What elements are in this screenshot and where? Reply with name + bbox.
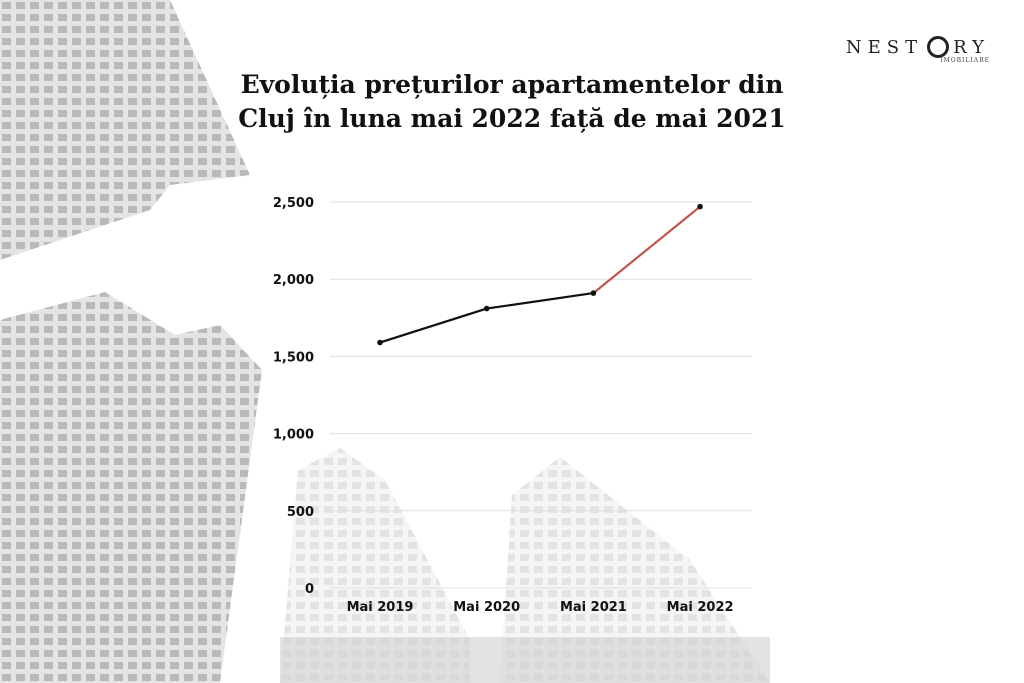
data-point <box>483 305 490 312</box>
x-axis-ticks: Mai 2019 Mai 2020 Mai 2021 Mai 2022 <box>347 600 734 615</box>
y-tick-label: 0 <box>305 582 314 597</box>
data-point <box>697 203 703 210</box>
line-segment <box>378 307 488 344</box>
x-tick-label: Mai 2019 <box>347 600 414 615</box>
building-bottom-center <box>280 448 470 683</box>
brand-subtitle: IMOBILIARE <box>940 57 990 64</box>
brand-logo: NEST RY <box>846 36 990 58</box>
series-points <box>377 203 703 346</box>
line-segment <box>485 291 595 310</box>
x-tick-label: Mai 2022 <box>667 600 734 615</box>
y-tick-label: 2,000 <box>273 273 314 288</box>
grid-lines <box>330 201 752 589</box>
chart-title: Evoluția prețurilor apartamentelor din C… <box>238 70 786 133</box>
y-tick-label: 500 <box>287 505 314 520</box>
building-top-left <box>0 0 250 260</box>
y-tick-label: 1,500 <box>273 350 314 365</box>
y-tick-label: 2,500 <box>273 196 314 211</box>
y-axis-ticks: 0 500 1,000 1,500 2,000 2,500 <box>273 196 314 597</box>
building-left <box>0 292 262 683</box>
data-point <box>377 339 383 346</box>
data-point <box>590 290 597 296</box>
logo-house-icon <box>927 36 950 58</box>
series-line <box>378 205 702 344</box>
y-tick-label: 1,000 <box>273 428 314 443</box>
highlighted-line-segment <box>592 205 702 295</box>
brand-name: NEST RY <box>845 36 990 58</box>
x-tick-label: Mai 2020 <box>453 600 520 615</box>
building-bottom-right <box>500 457 770 683</box>
x-tick-label: Mai 2021 <box>560 600 627 615</box>
bottom-band <box>280 637 770 683</box>
